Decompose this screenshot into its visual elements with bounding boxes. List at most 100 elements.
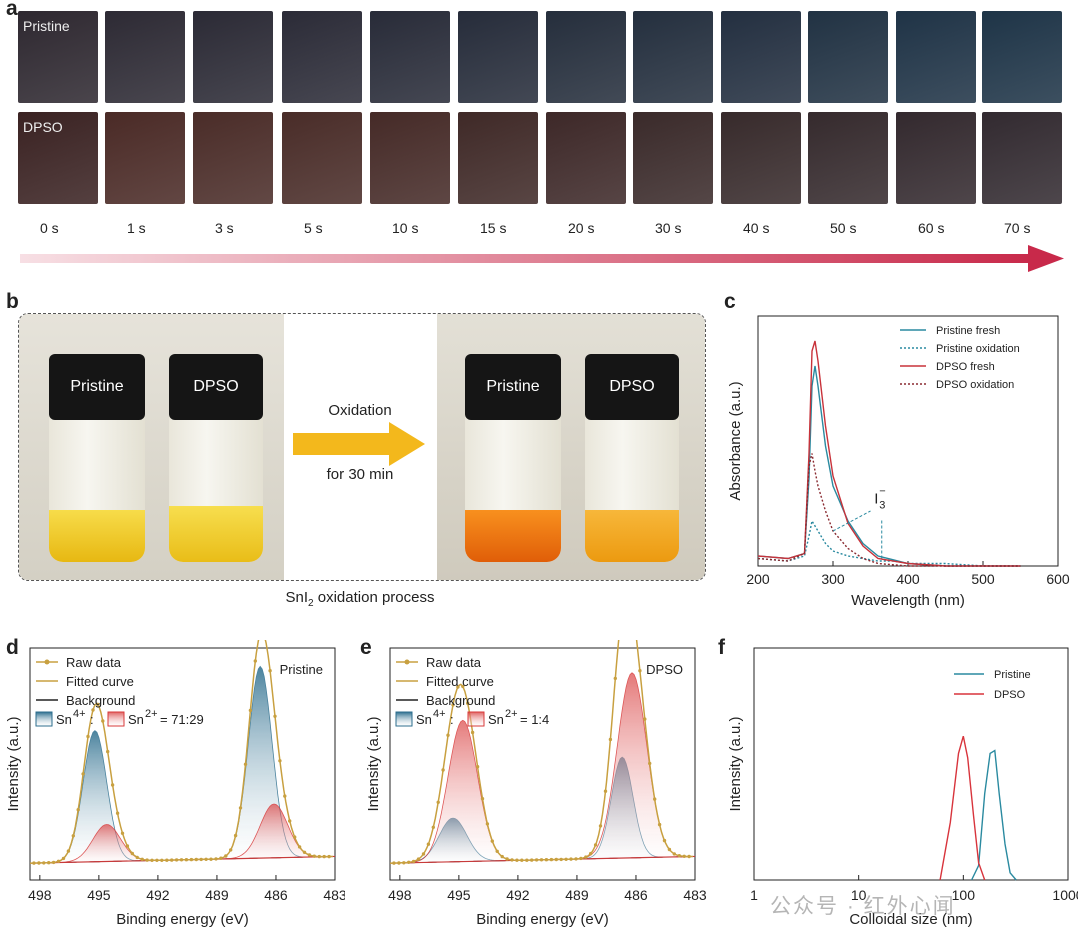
raw-data-point xyxy=(603,789,608,793)
raw-data-point xyxy=(544,858,549,862)
tile-dpso-4 xyxy=(370,112,450,204)
raw-data-point xyxy=(312,854,316,858)
legend-separator: : xyxy=(450,712,454,727)
time-label-11: 70 s xyxy=(1004,220,1031,236)
tile-pristine-11 xyxy=(982,11,1062,103)
raw-data-point xyxy=(155,858,159,862)
tile-pristine-7 xyxy=(633,11,713,103)
raw-data-point xyxy=(189,857,194,862)
raw-data-point xyxy=(120,831,125,835)
raw-data-point xyxy=(441,768,445,772)
raw-data-point xyxy=(407,860,411,864)
raw-data-point xyxy=(608,737,613,742)
legend-sn2-label: Sn xyxy=(128,712,144,727)
liquid-yellow-1 xyxy=(49,510,145,562)
x-tick-label: 486 xyxy=(624,887,648,903)
legend-label: Pristine fresh xyxy=(936,325,1000,337)
tile-pristine-2 xyxy=(193,11,273,103)
y-axis-label: Absorbance (a.u.) xyxy=(727,381,744,500)
raw-data-point xyxy=(643,717,647,721)
raw-data-point xyxy=(91,708,95,712)
raw-data-point xyxy=(451,703,455,707)
x-tick-label: 486 xyxy=(264,887,288,903)
vial-cap-4: DPSO xyxy=(585,354,679,420)
raw-data-point xyxy=(485,822,490,826)
raw-data-point xyxy=(214,857,218,861)
raw-data-point xyxy=(293,835,297,839)
raw-data-point xyxy=(273,714,277,718)
raw-data-point xyxy=(42,861,46,865)
raw-data-point xyxy=(179,858,184,862)
annotation-arrow xyxy=(832,510,871,532)
series-line-pristine-oxidation xyxy=(757,519,1021,567)
raw-data-point xyxy=(199,857,203,862)
raw-data-point xyxy=(598,824,603,828)
time-label-3: 5 s xyxy=(304,220,323,236)
raw-data-point xyxy=(534,858,539,862)
tile-dpso-1 xyxy=(105,112,185,204)
legend-fit-label: Fitted curve xyxy=(66,674,134,689)
x-tick-label: 10 xyxy=(851,887,867,903)
raw-data-point xyxy=(76,808,80,812)
watermark: 公众号 · 红外心闻 xyxy=(770,895,956,918)
time-label-4: 10 s xyxy=(392,220,419,236)
tile-dpso-0 xyxy=(18,112,98,204)
legend-sn4-sup: 4+ xyxy=(73,708,86,720)
legend-raw-marker xyxy=(44,659,50,665)
raw-data-point xyxy=(589,851,593,856)
panel-e-label: e xyxy=(360,636,372,659)
raw-data-point xyxy=(243,762,248,766)
raw-data-point xyxy=(184,858,189,862)
raw-data-point xyxy=(662,838,667,843)
x-tick-label: 489 xyxy=(565,887,589,903)
tile-dpso-5 xyxy=(458,112,538,204)
tile-pristine-4 xyxy=(370,11,450,103)
raw-data-point xyxy=(253,659,257,663)
tile-dpso-10 xyxy=(896,112,976,204)
raw-data-point xyxy=(613,676,617,681)
raw-data-point xyxy=(81,772,85,776)
series-line-dpso-fresh xyxy=(757,340,1021,567)
tile-dpso-11 xyxy=(982,112,1062,204)
legend-raw-label: Raw data xyxy=(66,655,122,670)
x-tick-label: 489 xyxy=(205,887,229,903)
raw-data-point xyxy=(101,719,105,723)
raw-data-point xyxy=(174,858,179,862)
legend-separator: : xyxy=(90,712,94,727)
legend-ratio-value: = 71:29 xyxy=(160,712,204,727)
x-tick-label: 495 xyxy=(87,887,111,903)
plot-frame xyxy=(389,647,696,881)
x-tick-label: 1 xyxy=(750,887,758,903)
raw-data-point xyxy=(130,851,134,856)
raw-data-point xyxy=(638,669,642,673)
x-tick-label: 492 xyxy=(506,887,530,903)
x-axis-label: Binding energy (eV) xyxy=(116,911,249,928)
tile-dpso-9 xyxy=(808,112,888,204)
tile-pristine-6 xyxy=(546,11,626,103)
time-label-5: 15 s xyxy=(480,220,507,236)
raw-data-point xyxy=(436,800,440,804)
raw-data-point xyxy=(579,856,583,861)
row-label-dpso: DPSO xyxy=(23,119,63,135)
tile-dpso-2 xyxy=(193,112,273,204)
raw-data-point xyxy=(520,858,524,862)
raw-data-point xyxy=(47,861,51,865)
raw-data-point xyxy=(677,854,681,858)
raw-data-point xyxy=(475,765,480,769)
time-label-1: 1 s xyxy=(127,220,146,236)
raw-data-point xyxy=(209,857,213,861)
legend-fit-label: Fitted curve xyxy=(426,674,494,689)
x-tick-label: 500 xyxy=(971,571,995,587)
legend-sn4-label: Sn xyxy=(56,712,72,727)
raw-data-point xyxy=(653,797,657,801)
tile-pristine-5 xyxy=(458,11,538,103)
legend-sn2-swatch xyxy=(107,711,125,727)
series-line-dpso xyxy=(939,736,986,881)
raw-data-point xyxy=(61,856,66,861)
xps-dpso-chart: 498 495 492 489 486 483 Binding energy (eV) Int… xyxy=(365,640,707,928)
legend-sn2-sup: 2+ xyxy=(505,708,518,720)
series-line-pristine xyxy=(970,749,1017,881)
raw-data-point xyxy=(135,855,139,860)
y-axis-label: Intensity (a.u.) xyxy=(727,716,744,811)
raw-data-point xyxy=(593,843,598,847)
